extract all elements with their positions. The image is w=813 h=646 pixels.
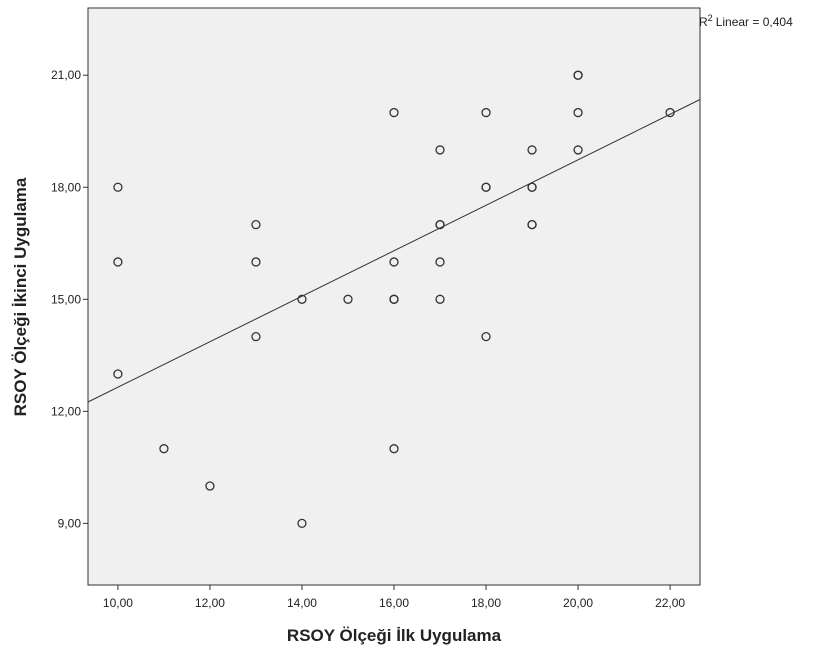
data-point [573, 107, 583, 118]
x-tick-label: 22,00 [655, 596, 685, 610]
linear-fit-line [87, 99, 701, 403]
plot-area [87, 7, 701, 586]
y-tick-label: 21,00 [51, 68, 81, 82]
data-point [113, 257, 123, 267]
x-axis-title: RSOY Ölçeği İlk Uygulama [287, 626, 502, 645]
data-point [389, 444, 399, 454]
y-axis-title: RSOY Ölçeği İkinci Uygulama [11, 177, 30, 416]
x-tick-label: 12,00 [195, 596, 225, 610]
data-point [527, 219, 537, 230]
data-point [251, 331, 261, 342]
y-tick-label: 9,00 [58, 516, 82, 530]
data-point [389, 107, 399, 118]
data-point [205, 481, 215, 491]
data-point [435, 257, 445, 267]
x-tick-label: 16,00 [379, 596, 409, 610]
data-point [113, 369, 123, 379]
data-point [527, 182, 537, 192]
r2-linear-label: R2 Linear = 0,404 [699, 13, 793, 29]
data-point [573, 70, 583, 80]
x-tick-label: 14,00 [287, 596, 317, 610]
data-point [527, 145, 537, 155]
y-tick-label: 15,00 [51, 292, 81, 306]
x-tick-label: 10,00 [103, 596, 133, 610]
y-tick-label: 18,00 [51, 180, 81, 194]
r2-value: Linear = 0,404 [716, 15, 793, 29]
data-point [573, 145, 583, 155]
data-point [481, 107, 491, 118]
data-point [665, 107, 675, 118]
data-point [297, 518, 307, 529]
data-point [251, 257, 261, 267]
data-point [481, 182, 491, 192]
data-point [435, 294, 445, 304]
data-point [389, 257, 399, 267]
data-point [435, 145, 445, 155]
data-point [251, 219, 261, 230]
r2-prefix: R [699, 15, 708, 29]
data-point [435, 219, 445, 230]
x-tick-label: 20,00 [563, 596, 593, 610]
data-point [113, 182, 123, 192]
data-point [159, 444, 169, 454]
data-point [343, 294, 353, 304]
r2-superscript: 2 [708, 13, 713, 23]
x-tick-label: 18,00 [471, 596, 501, 610]
data-point [481, 331, 491, 342]
y-tick-label: 12,00 [51, 404, 81, 418]
data-point [297, 294, 307, 304]
data-point [389, 294, 399, 304]
